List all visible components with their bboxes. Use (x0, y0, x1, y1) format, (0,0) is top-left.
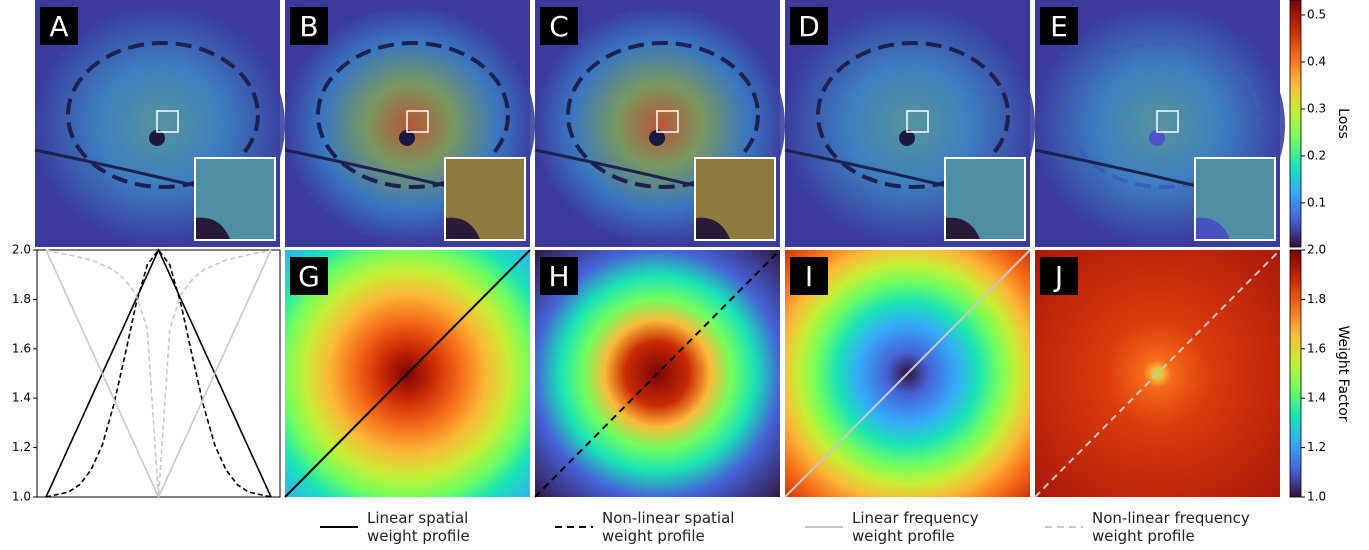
colorbar-tick-label: 0.1 (1307, 195, 1326, 209)
colorbar-tick-label: 1.4 (1307, 391, 1326, 405)
legend-label: Non-linear spatial weight profile (602, 509, 777, 545)
colorbar-tick-label: 1.2 (1307, 440, 1326, 454)
panel-letter: D (798, 10, 820, 43)
panel-letter: A (49, 10, 68, 43)
colorbar-tick-label: 1.6 (1307, 341, 1326, 355)
panel-letter: J (1053, 260, 1063, 293)
y-tick-label: 1.6 (12, 341, 31, 355)
colorbar-tick-label: 0.4 (1307, 54, 1326, 68)
colorbar-label: Weight Factor (1335, 325, 1351, 421)
y-tick-label: 1.0 (12, 490, 31, 504)
colorbar-label: Loss (1335, 108, 1351, 139)
figure: ABCDEFGHIJ1.01.21.41.61.82.00.10.20.30.4… (0, 0, 1369, 550)
panel-letter: B (299, 10, 318, 43)
y-tick-label: 2.0 (12, 243, 31, 257)
plot-area (37, 250, 280, 497)
colorbar (1290, 0, 1301, 247)
colorbar-tick-label: 1.0 (1307, 490, 1326, 504)
colorbar-tick-label: 1.8 (1307, 292, 1326, 306)
figure-canvas: ABCDEFGHIJ1.01.21.41.61.82.00.10.20.30.4… (0, 0, 1369, 550)
legend-label: Linear frequency weight profile (852, 509, 1027, 545)
y-tick-label: 1.8 (12, 292, 31, 306)
colorbar-tick-label: 0.5 (1307, 8, 1326, 22)
colorbar-tick-label: 2.0 (1307, 243, 1326, 257)
legend-label: Non-linear frequency weight profile (1092, 509, 1267, 545)
legend-label: Linear spatial weight profile (367, 509, 542, 545)
panel-letter: H (548, 260, 569, 293)
panel-letter: G (298, 260, 320, 293)
panel-letter: E (1050, 10, 1068, 43)
colorbar (1290, 250, 1301, 497)
panel-letter: I (805, 260, 813, 293)
colorbar-tick-label: 0.3 (1307, 101, 1326, 115)
panel-letter: C (549, 10, 569, 43)
y-tick-label: 1.4 (12, 391, 31, 405)
y-tick-label: 1.2 (12, 440, 31, 454)
colorbar-tick-label: 0.2 (1307, 148, 1326, 162)
